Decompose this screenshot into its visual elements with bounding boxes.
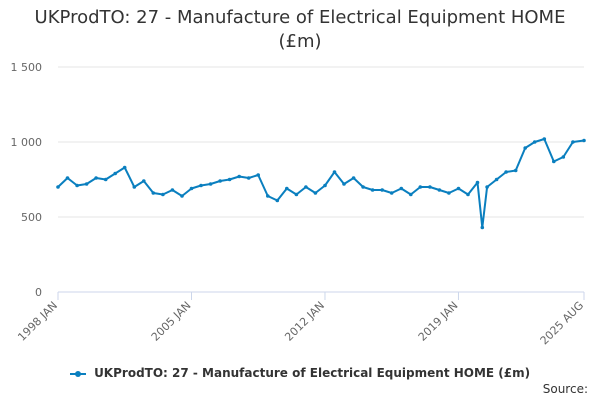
data-point xyxy=(180,194,184,198)
y-tick-label: 1 500 xyxy=(11,61,43,74)
x-tick-label: 2019 JAN xyxy=(416,299,461,344)
y-tick-label: 1 000 xyxy=(11,136,43,149)
legend-swatch-icon xyxy=(69,370,86,377)
data-point xyxy=(246,176,251,180)
data-point xyxy=(409,192,413,197)
data-point xyxy=(447,191,451,195)
data-point xyxy=(113,171,117,176)
data-point xyxy=(189,186,194,191)
data-point xyxy=(151,191,156,195)
data-point xyxy=(494,177,499,182)
data-point xyxy=(418,185,423,189)
data-point xyxy=(132,185,137,189)
data-point xyxy=(275,198,280,203)
data-point xyxy=(170,188,175,192)
chart-title-line-1: UKProdTO: 27 - Manufacture of Electrical… xyxy=(34,7,566,28)
data-point xyxy=(475,180,480,185)
data-point xyxy=(399,186,404,191)
data-point xyxy=(75,183,79,188)
data-point xyxy=(227,177,232,182)
legend-label: UKProdTO: 27 - Manufacture of Electrical… xyxy=(94,366,531,380)
data-point xyxy=(103,177,108,182)
data-point xyxy=(571,140,575,144)
data-point xyxy=(582,138,586,143)
data-point xyxy=(199,183,203,188)
data-point xyxy=(161,192,165,197)
data-point xyxy=(94,176,98,180)
chart-title-line-2: (£m) xyxy=(278,31,322,52)
data-point xyxy=(122,165,127,170)
data-point xyxy=(485,185,489,189)
data-point xyxy=(285,186,289,191)
data-point xyxy=(437,188,442,192)
data-point xyxy=(266,194,270,198)
data-point xyxy=(56,185,60,189)
y-tick-label: 500 xyxy=(21,211,42,224)
data-point xyxy=(456,186,461,191)
data-point xyxy=(428,185,432,189)
data-point xyxy=(294,192,299,197)
data-point xyxy=(304,185,308,189)
x-tick-label: 1998 JAN xyxy=(15,299,60,344)
y-tick-label: 0 xyxy=(35,286,42,299)
x-tick-label: 2025 AUG xyxy=(538,299,587,348)
data-point xyxy=(561,155,566,159)
data-point xyxy=(466,192,470,197)
data-point xyxy=(342,182,346,186)
data-point xyxy=(370,188,375,192)
data-point xyxy=(361,185,365,189)
source-label: Source: xyxy=(542,382,588,396)
data-point xyxy=(313,191,318,195)
data-point xyxy=(480,225,485,230)
data-point xyxy=(65,176,70,180)
legend[interactable]: UKProdTO: 27 - Manufacture of Electrical… xyxy=(0,366,600,380)
data-point xyxy=(389,191,394,195)
x-tick-label: 2012 JAN xyxy=(282,299,327,344)
data-point xyxy=(256,173,261,177)
data-point xyxy=(523,146,527,150)
data-point xyxy=(542,137,547,141)
series-line xyxy=(57,138,585,229)
data-point xyxy=(218,179,222,183)
data-point xyxy=(380,188,385,192)
data-point xyxy=(532,140,537,144)
data-point xyxy=(504,170,508,174)
data-point xyxy=(142,179,146,183)
data-point xyxy=(237,174,241,179)
data-point xyxy=(332,170,337,174)
data-point xyxy=(552,159,556,164)
data-point xyxy=(513,168,518,173)
x-tick-label: 2005 JAN xyxy=(149,299,194,344)
data-point xyxy=(84,182,89,186)
chart-title: UKProdTO: 27 - Manufacture of Electrical… xyxy=(0,6,600,54)
data-point xyxy=(323,183,327,188)
data-point xyxy=(351,176,356,180)
data-point xyxy=(208,182,213,186)
